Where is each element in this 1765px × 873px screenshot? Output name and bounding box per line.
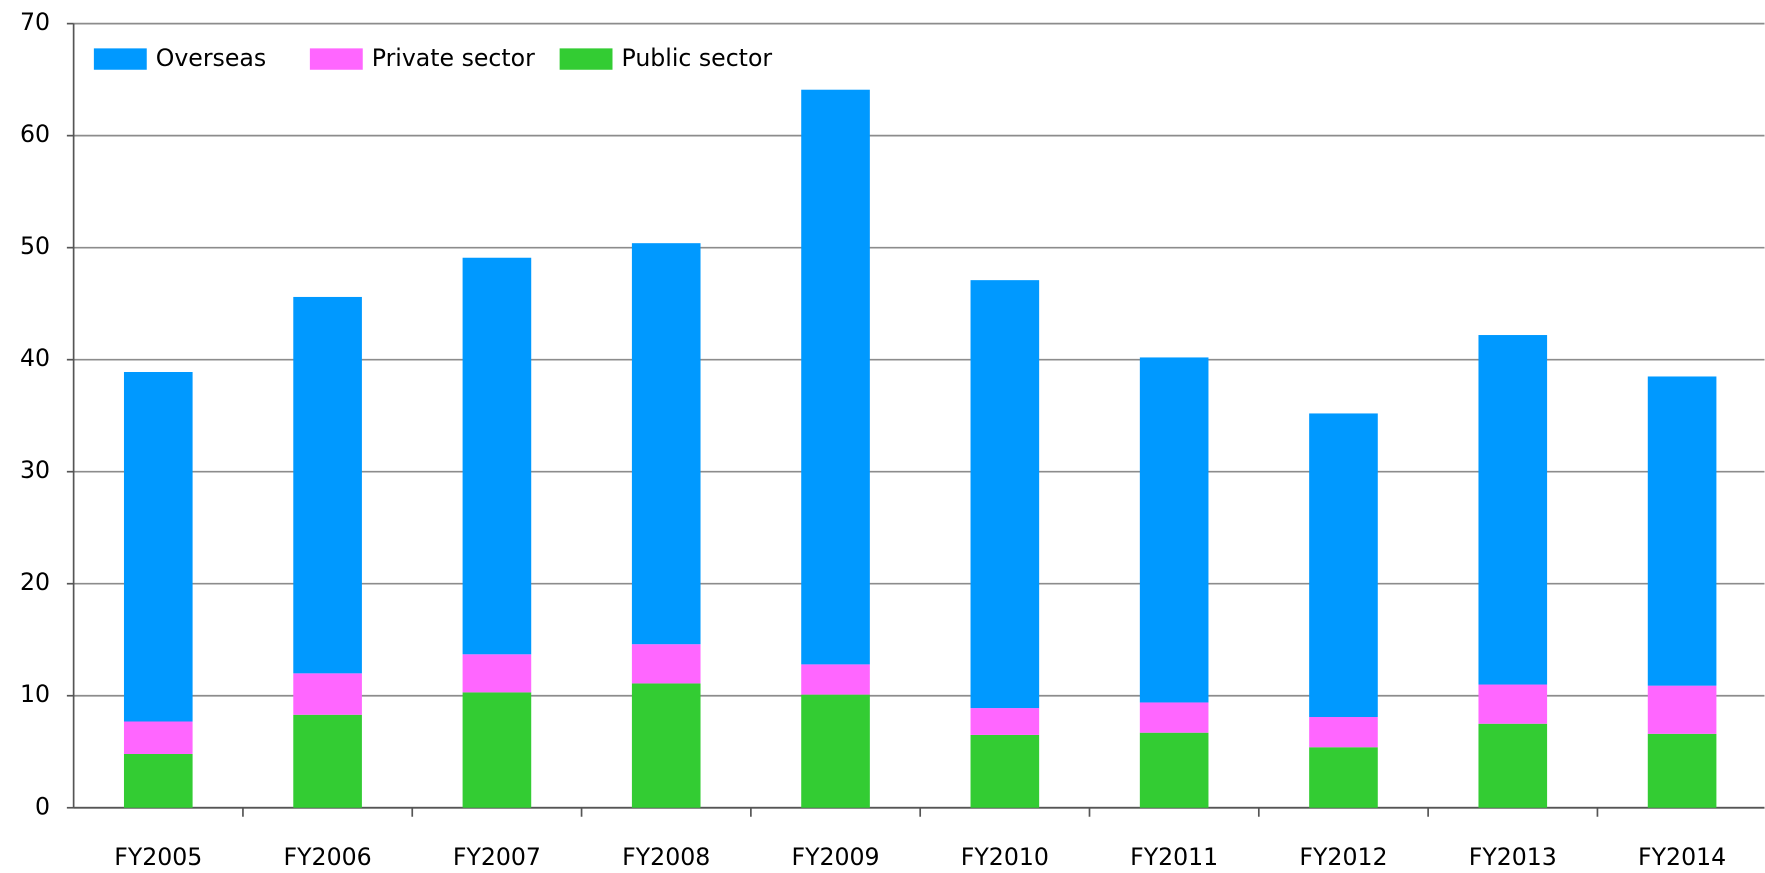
- bar-segment: [801, 694, 870, 808]
- y-tick-label: 0: [35, 792, 50, 820]
- y-tick-label: 10: [20, 680, 50, 708]
- bar-segment: [293, 714, 362, 808]
- bar-segment: [631, 243, 701, 645]
- bar-segment: [293, 296, 362, 674]
- y-tick-label: 40: [20, 344, 50, 372]
- bar-segment: [1478, 723, 1548, 808]
- bar-segment: [123, 372, 193, 722]
- bar-segment: [631, 683, 701, 808]
- legend-swatch: [559, 48, 613, 70]
- bar-segment: [801, 664, 870, 695]
- y-tick-label: 70: [20, 8, 50, 36]
- bar-segment: [1309, 413, 1378, 718]
- legend-label: Overseas: [156, 44, 266, 72]
- legend-swatch: [93, 48, 147, 70]
- x-tick-label: FY2005: [114, 843, 202, 871]
- x-tick-label: FY2007: [453, 843, 541, 871]
- x-tick-label: FY2011: [1130, 843, 1218, 871]
- x-tick-label: FY2008: [622, 843, 710, 871]
- bar-segment: [462, 257, 532, 655]
- bar-segment: [462, 692, 532, 808]
- y-tick-label: 50: [20, 232, 50, 260]
- bar-segment: [1309, 747, 1378, 808]
- y-tick-label: 20: [20, 568, 50, 596]
- legend-label: Private sector: [372, 44, 535, 72]
- bar-segment: [970, 280, 1040, 709]
- bar-segment: [970, 734, 1040, 808]
- bar-segment: [1139, 702, 1209, 733]
- bar-segment: [801, 89, 870, 665]
- x-tick-label: FY2010: [961, 843, 1049, 871]
- bar-segment: [1309, 717, 1378, 748]
- legend-swatch: [309, 48, 363, 70]
- bar-segment: [631, 644, 701, 684]
- bar-segment: [1478, 684, 1548, 724]
- x-tick-label: FY2013: [1469, 843, 1557, 871]
- x-tick-label: FY2012: [1299, 843, 1387, 871]
- bar-segment: [970, 708, 1040, 735]
- bar-segment: [293, 673, 362, 715]
- bar-segment: [1647, 685, 1717, 734]
- bar-segment: [1478, 335, 1548, 685]
- y-tick-label: 60: [20, 120, 50, 148]
- x-tick-label: FY2014: [1638, 843, 1726, 871]
- y-tick-label: 30: [20, 456, 50, 484]
- bar-segment: [1647, 376, 1717, 686]
- bar-segment: [123, 753, 193, 808]
- x-tick-label: FY2009: [791, 843, 879, 871]
- bar-segment: [123, 721, 193, 754]
- x-tick-label: FY2006: [284, 843, 372, 871]
- legend-label: Public sector: [622, 44, 773, 72]
- bar-segment: [1139, 732, 1209, 808]
- bar-segment: [1139, 357, 1209, 703]
- bar-segment: [462, 654, 532, 693]
- bar-segment: [1647, 733, 1717, 808]
